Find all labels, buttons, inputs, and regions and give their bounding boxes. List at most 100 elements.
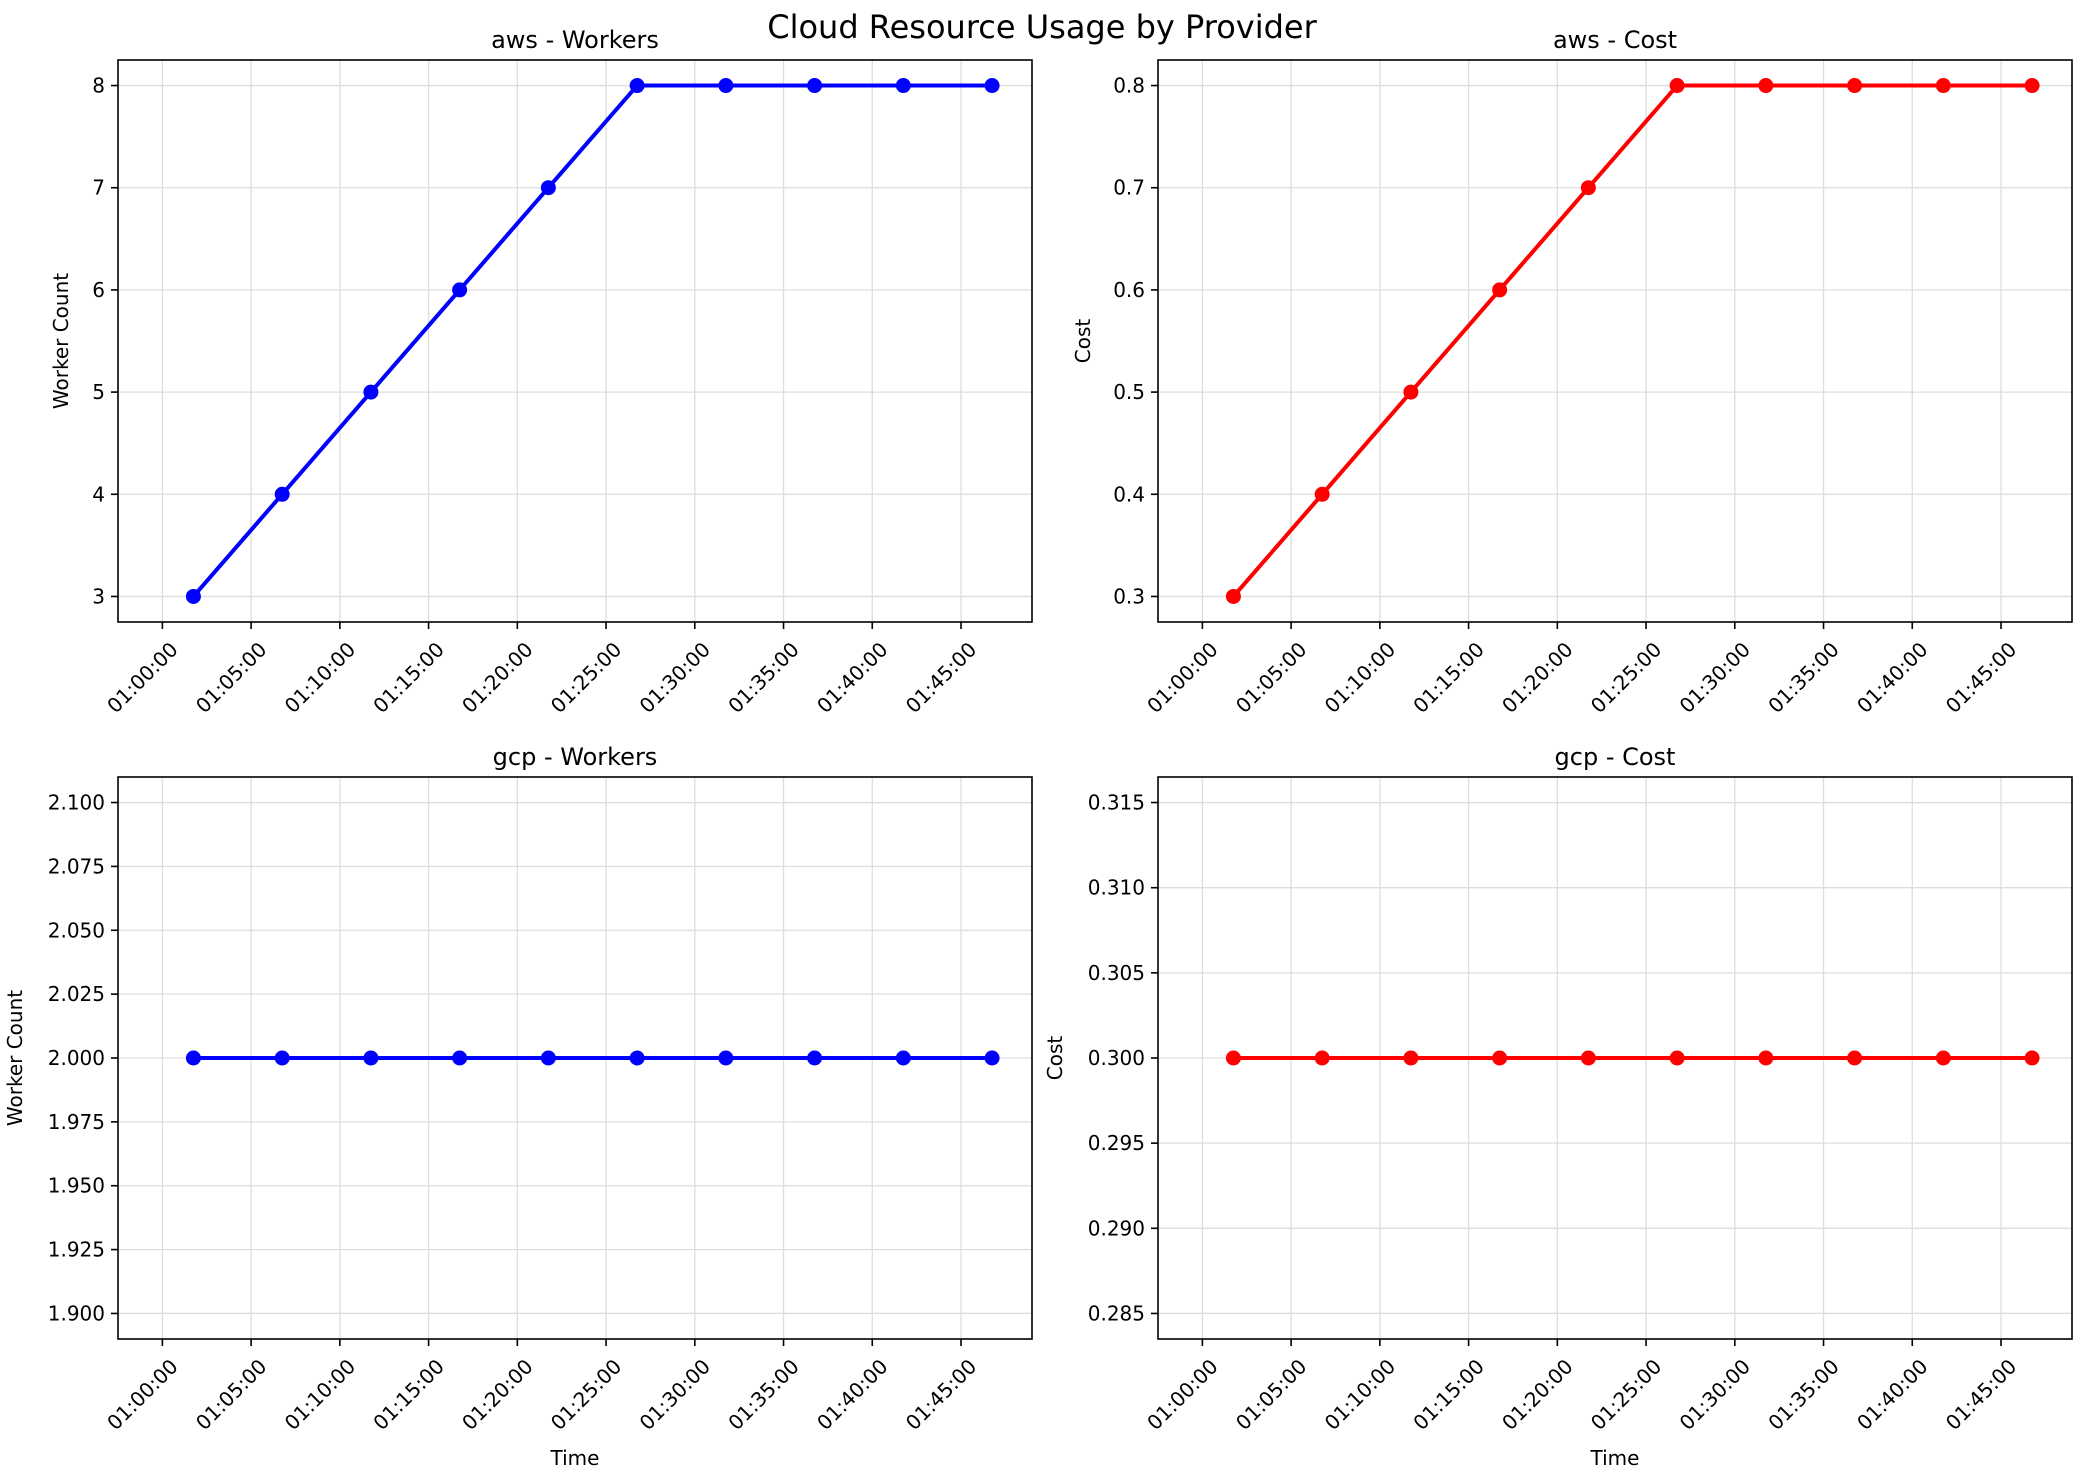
y-axis-label: Worker Count [49, 273, 73, 409]
x-tick-label: 01:25:00 [546, 1354, 626, 1434]
data-point [629, 1050, 645, 1066]
x-tick-label: 01:20:00 [1497, 637, 1577, 717]
x-tick-label: 01:25:00 [1586, 637, 1666, 717]
data-point [718, 78, 734, 94]
data-point [1225, 588, 1241, 604]
data-point [1403, 384, 1419, 400]
x-tick-label: 01:20:00 [457, 637, 537, 717]
data-point [1669, 1050, 1685, 1066]
y-tick-label: 0.305 [1088, 961, 1145, 985]
y-tick-label: 2.100 [48, 791, 105, 815]
data-point [1847, 78, 1863, 94]
data-point [895, 78, 911, 94]
x-tick-label: 01:05:00 [1231, 1354, 1311, 1434]
data-point [1314, 486, 1330, 502]
x-tick-label: 01:35:00 [723, 637, 803, 717]
data-point [2024, 78, 2040, 94]
data-point [895, 1050, 911, 1066]
y-axis-label: Cost [1071, 319, 1095, 364]
x-tick-label: 01:45:00 [901, 637, 981, 717]
data-point [1492, 1050, 1508, 1066]
data-point [363, 384, 379, 400]
data-point [2024, 1050, 2040, 1066]
series-line [1231, 83, 2033, 598]
x-axis-label: Time [1590, 1446, 1640, 1470]
x-tick-label: 01:15:00 [1408, 637, 1488, 717]
data-point [1314, 1050, 1330, 1066]
x-tick-label: 01:05:00 [191, 1354, 271, 1434]
data-point [1758, 1050, 1774, 1066]
data-point [1935, 78, 1951, 94]
chart-panel-2: 01:00:00 01:05:00 01:10:00 01:15:00 01:20:00… [1071, 26, 2073, 718]
y-axis-label: Cost [1043, 1036, 1067, 1081]
x-tick-label: 01:30:00 [1675, 637, 1755, 717]
data-point [363, 1050, 379, 1066]
series-line [191, 83, 993, 598]
panel-title: gcp - Workers [493, 743, 658, 771]
y-axis-label: Worker Count [3, 990, 27, 1126]
y-tick-label: 0.300 [1088, 1046, 1145, 1070]
y-tick-label: 0.315 [1088, 791, 1145, 815]
data-point [718, 1050, 734, 1066]
data-point [274, 1050, 290, 1066]
y-tick-label: 4 [92, 482, 105, 506]
x-tick-label: 01:20:00 [457, 1354, 537, 1434]
panel-title: aws - Workers [491, 26, 659, 54]
x-tick-label: 01:00:00 [102, 1354, 182, 1434]
chart-panel-3: 01:00:00 01:05:00 01:10:00 01:15:00 01:20:00… [3, 743, 1033, 1470]
data-point [1580, 1050, 1596, 1066]
x-tick-label: 01:05:00 [1231, 637, 1311, 717]
x-tick-label: 01:35:00 [1763, 1354, 1843, 1434]
data-point [629, 78, 645, 94]
x-axis-label: Time [550, 1446, 600, 1470]
data-point [1847, 1050, 1863, 1066]
data-point [1403, 1050, 1419, 1066]
figure-title: Cloud Resource Usage by Provider [767, 8, 1317, 46]
x-tick-label: 01:20:00 [1497, 1354, 1577, 1434]
chart-panel-4: 01:00:00 01:05:00 01:10:00 01:15:00 01:20:00… [1043, 743, 2073, 1470]
x-tick-label: 01:30:00 [1675, 1354, 1755, 1434]
x-tick-label: 01:25:00 [546, 637, 626, 717]
y-tick-label: 0.5 [1113, 380, 1145, 404]
y-tick-label: 1.925 [48, 1238, 105, 1262]
y-tick-label: 0.8 [1113, 74, 1145, 98]
x-tick-label: 01:45:00 [1941, 1354, 2021, 1434]
panel-title: aws - Cost [1553, 26, 1677, 54]
y-tick-label: 0.7 [1113, 176, 1145, 200]
chart-panel-1: 01:00:00 01:05:00 01:10:00 01:15:00 01:20:00… [49, 26, 1033, 718]
x-tick-label: 01:40:00 [812, 637, 892, 717]
y-tick-label: 1.950 [48, 1174, 105, 1198]
x-tick-label: 01:10:00 [1320, 1354, 1400, 1434]
x-tick-label: 01:00:00 [102, 637, 182, 717]
y-tick-label: 2.075 [48, 854, 105, 878]
x-tick-label: 01:30:00 [635, 1354, 715, 1434]
plot-frame [117, 59, 1033, 623]
y-tick-label: 2.025 [48, 982, 105, 1006]
data-point [185, 1050, 201, 1066]
x-tick-label: 01:40:00 [812, 1354, 892, 1434]
x-tick-label: 01:35:00 [723, 1354, 803, 1434]
x-tick-label: 01:45:00 [901, 1354, 981, 1434]
y-tick-label: 0.285 [1088, 1301, 1145, 1325]
data-point [452, 1050, 468, 1066]
y-tick-label: 6 [92, 278, 105, 302]
y-tick-label: 2.050 [48, 918, 105, 942]
y-tick-label: 8 [92, 74, 105, 98]
x-tick-label: 01:00:00 [1142, 637, 1222, 717]
y-tick-label: 0.4 [1113, 482, 1145, 506]
x-tick-label: 01:15:00 [368, 637, 448, 717]
y-tick-label: 2.000 [48, 1046, 105, 1070]
x-tick-label: 01:15:00 [1408, 1354, 1488, 1434]
data-point [1758, 78, 1774, 94]
x-tick-label: 01:40:00 [1852, 637, 1932, 717]
y-tick-label: 0.295 [1088, 1131, 1145, 1155]
data-point [185, 588, 201, 604]
data-point [274, 486, 290, 502]
y-tick-label: 1.900 [48, 1301, 105, 1325]
x-tick-label: 01:25:00 [1586, 1354, 1666, 1434]
data-point [540, 1050, 556, 1066]
data-point [1669, 78, 1685, 94]
y-tick-label: 5 [92, 380, 105, 404]
